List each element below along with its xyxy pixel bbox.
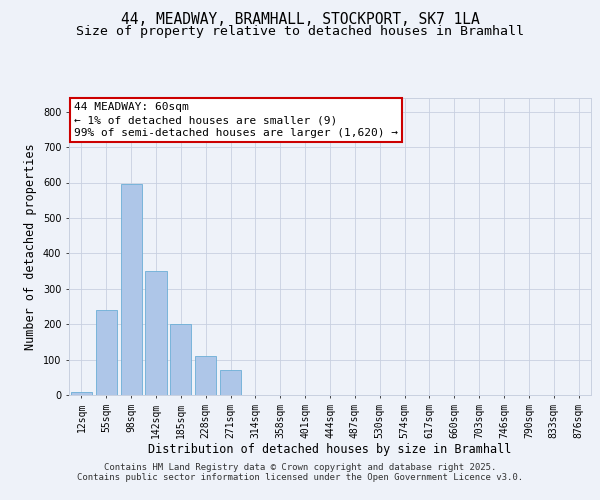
Bar — [145, 271, 167, 395]
Bar — [71, 392, 92, 395]
Bar — [121, 184, 142, 395]
Text: Contains public sector information licensed under the Open Government Licence v3: Contains public sector information licen… — [77, 474, 523, 482]
Bar — [170, 324, 191, 395]
Bar — [195, 356, 216, 395]
Y-axis label: Number of detached properties: Number of detached properties — [25, 143, 37, 350]
X-axis label: Distribution of detached houses by size in Bramhall: Distribution of detached houses by size … — [148, 444, 512, 456]
Text: Size of property relative to detached houses in Bramhall: Size of property relative to detached ho… — [76, 25, 524, 38]
Text: Contains HM Land Registry data © Crown copyright and database right 2025.: Contains HM Land Registry data © Crown c… — [104, 462, 496, 471]
Text: 44, MEADWAY, BRAMHALL, STOCKPORT, SK7 1LA: 44, MEADWAY, BRAMHALL, STOCKPORT, SK7 1L… — [121, 12, 479, 28]
Bar — [220, 370, 241, 395]
Bar — [96, 310, 117, 395]
Text: 44 MEADWAY: 60sqm
← 1% of detached houses are smaller (9)
99% of semi-detached h: 44 MEADWAY: 60sqm ← 1% of detached house… — [74, 102, 398, 139]
